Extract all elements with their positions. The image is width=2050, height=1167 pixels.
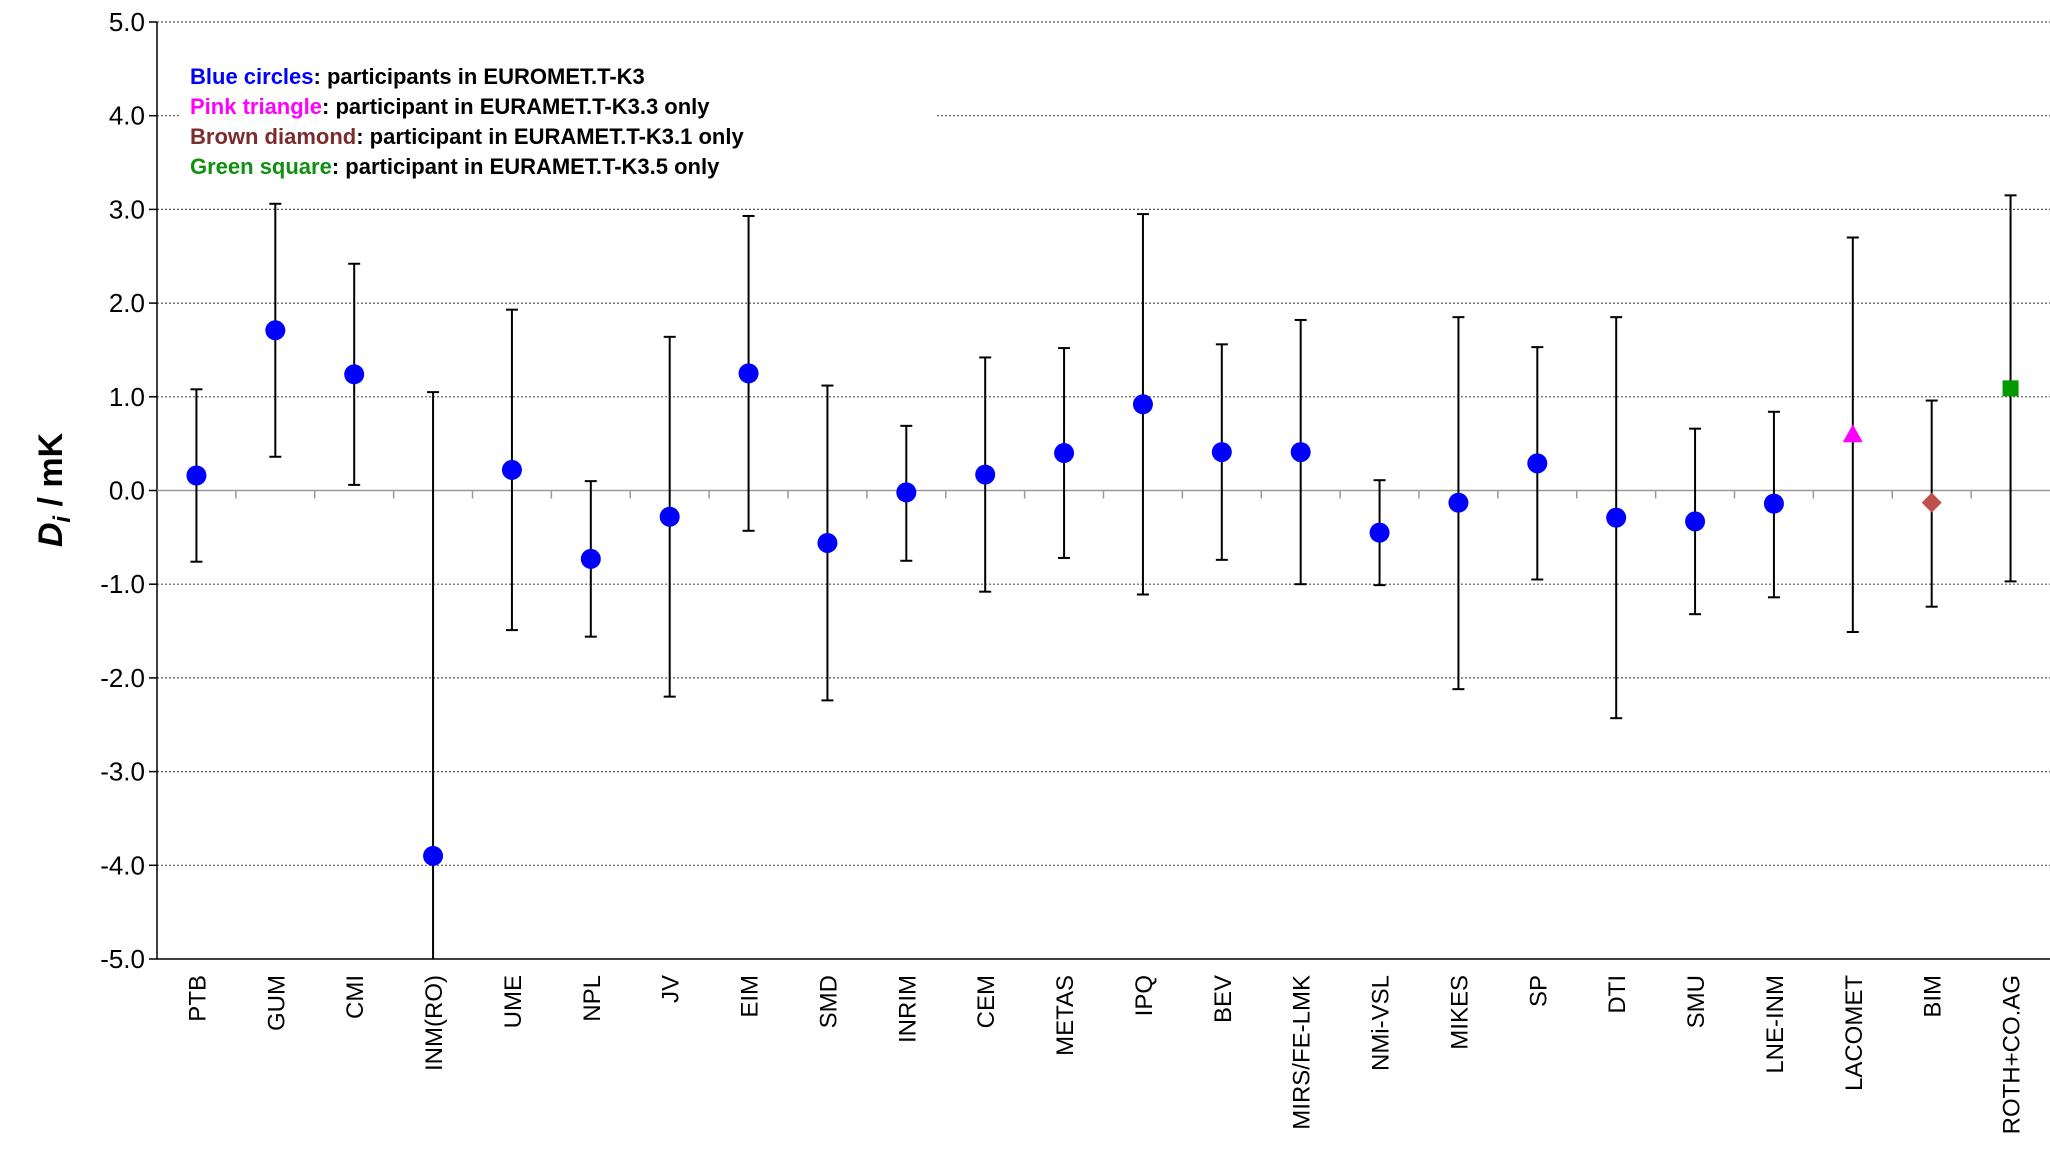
- x-tick-label: CEM: [973, 975, 1000, 1028]
- x-tick-label: SP: [1525, 975, 1552, 1007]
- data-point-circle: [659, 506, 680, 527]
- legend: Blue circles: participants in EUROMET.T-…: [190, 64, 744, 179]
- y-tick-label: 3.0: [109, 194, 145, 224]
- data-point-circle: [423, 845, 444, 866]
- x-tick-label: ROTH+CO.AG: [1999, 975, 2026, 1134]
- y-tick-label: -5.0: [100, 944, 145, 974]
- y-tick-label: -1.0: [100, 569, 145, 599]
- data-point-circle: [1132, 394, 1153, 415]
- data-point-square: [2002, 380, 2019, 397]
- legend-key: Green square: [190, 154, 332, 179]
- x-tick-label: CMI: [342, 975, 369, 1019]
- y-tick-label: -3.0: [100, 757, 145, 787]
- x-tick-label: MIKES: [1446, 975, 1473, 1050]
- y-axis-title-unit: / mK: [32, 432, 70, 516]
- x-tick-label: IPQ: [1131, 975, 1158, 1016]
- legend-description: : participant in EURAMET.T-K3.5 only: [332, 154, 720, 179]
- data-point-circle: [1448, 492, 1469, 513]
- legend-entry: Pink triangle: participant in EURAMET.T-…: [190, 94, 710, 119]
- x-tick-label: LNE-INM: [1762, 975, 1789, 1074]
- y-tick-label: 4.0: [109, 101, 145, 131]
- data-point-circle: [580, 548, 601, 569]
- gridlines: [157, 21, 2050, 866]
- x-tick-label: LACOMET: [1841, 975, 1868, 1091]
- data-point-circle: [1685, 511, 1706, 532]
- legend-entry: Green square: participant in EURAMET.T-K…: [190, 154, 720, 179]
- legend-key: Blue circles: [190, 64, 314, 89]
- data-point-circle: [1606, 507, 1627, 528]
- legend-description: : participant in EURAMET.T-K3.3 only: [322, 94, 710, 119]
- data-point-circle: [738, 363, 759, 384]
- y-axis-title-symbol: D: [32, 523, 70, 548]
- markers: [186, 320, 2019, 866]
- data-point-circle: [501, 459, 522, 480]
- data-point-circle: [1369, 522, 1390, 543]
- y-tick-label: 5.0: [109, 7, 145, 37]
- x-tick-label: METAS: [1052, 975, 1079, 1056]
- y-tick-label: -4.0: [100, 850, 145, 880]
- data-point-circle: [1527, 453, 1548, 474]
- y-axis-title-subscript: i: [49, 515, 76, 523]
- y-tick-label: 0.0: [109, 476, 145, 506]
- data-point-circle: [1763, 493, 1784, 514]
- legend-description: : participant in EURAMET.T-K3.1 only: [356, 124, 744, 149]
- x-tick-label: BEV: [1210, 975, 1237, 1023]
- legend-key: Pink triangle: [190, 94, 322, 119]
- x-tick-label: UME: [500, 975, 527, 1028]
- legend-description: : participants in EUROMET.T-K3: [314, 64, 645, 89]
- axes: [149, 21, 2050, 960]
- data-point-circle: [186, 465, 207, 486]
- data-point-circle: [1054, 443, 1075, 464]
- legend-entry: Brown diamond: participant in EURAMET.T-…: [190, 124, 744, 149]
- y-tick-label: 1.0: [109, 382, 145, 412]
- data-point-triangle: [1842, 424, 1863, 443]
- x-tick-label: SMD: [815, 975, 842, 1028]
- x-tick-label: DTI: [1604, 975, 1631, 1014]
- legend-background: [180, 55, 937, 190]
- x-tick-label: JV: [658, 975, 685, 1003]
- data-point-circle: [265, 320, 286, 341]
- x-tick-labels: PTB GUM CMI INM(RO) UME NPL JV EIM SMD INRIM CEM ME…: [184, 975, 2025, 1135]
- x-tick-label: PTB: [184, 975, 211, 1022]
- data-point-circle: [975, 464, 996, 485]
- data-point-circle: [344, 364, 365, 385]
- y-axis-title: Di / mK: [32, 432, 76, 547]
- x-tick-label: INRIM: [894, 975, 921, 1043]
- y-tick-label: 2.0: [109, 288, 145, 318]
- x-tick-label: BIM: [1920, 975, 1947, 1018]
- x-tick-label: MIRS/FE-LMK: [1289, 975, 1316, 1130]
- error-bars: [190, 194, 2017, 959]
- x-tick-label: SMU: [1683, 975, 1710, 1028]
- x-tick-label: GUM: [263, 975, 290, 1031]
- x-tick-label: EIM: [737, 975, 764, 1018]
- data-point-circle: [896, 482, 917, 503]
- data-point-diamond: [1921, 492, 1942, 513]
- data-point-circle: [817, 532, 838, 553]
- y-tick-labels: 5.0 4.0 3.0 2.0 1.0 0.0 -1.0 -2.0 -3.0 -4.0 -5.0: [100, 7, 145, 974]
- x-tick-label: INM(RO): [421, 975, 448, 1071]
- x-tick-label: NMi-VSL: [1368, 975, 1395, 1071]
- legend-key: Brown diamond: [190, 124, 356, 149]
- y-tick-label: -2.0: [100, 663, 145, 693]
- data-point-circle: [1211, 442, 1232, 463]
- legend-entry: Blue circles: participants in EUROMET.T-…: [190, 64, 645, 89]
- x-tick-label: NPL: [579, 975, 606, 1022]
- data-point-circle: [1290, 442, 1311, 463]
